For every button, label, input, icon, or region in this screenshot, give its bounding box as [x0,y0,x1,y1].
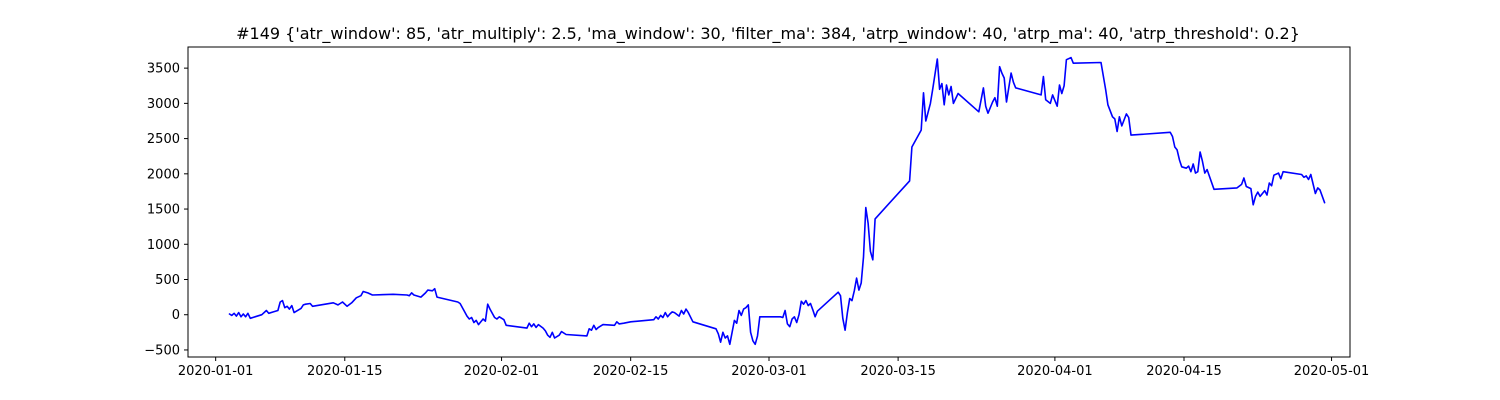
x-tick-label: 2020-01-01 [178,364,254,379]
chart-title: #149 {'atr_window': 85, 'atr_multiply': … [236,24,1300,44]
y-tick-label: −500 [144,343,180,358]
x-tick-label: 2020-05-01 [1294,364,1370,379]
x-tick-label: 2020-04-01 [1017,364,1093,379]
series-layer [228,56,1326,346]
y-tick-label: 1500 [147,203,180,218]
x-tick-label: 2020-02-01 [464,364,540,379]
y-tick-label: 3000 [147,97,180,112]
x-tick-label: 2020-03-15 [860,364,936,379]
x-tick-label: 2020-02-15 [593,364,669,379]
x-tick-label: 2020-03-01 [731,364,807,379]
y-tick-label: 500 [155,273,180,288]
y-tick-label: 3500 [147,62,180,77]
x-tick-label: 2020-01-15 [307,364,383,379]
y-tick-label: 2000 [147,167,180,182]
y-tick-label: 2500 [147,132,180,147]
y-tick-label: 1000 [147,238,180,253]
y-tick-label: 0 [172,308,180,323]
y-axis: −500 0 500 1000 1500 2000 2500 3000 3500 [144,62,188,358]
x-axis: 2020-01-01 2020-01-15 2020-02-01 2020-02-15… [178,357,1369,379]
x-tick-label: 2020-04-15 [1146,364,1222,379]
series-line [228,56,1326,346]
